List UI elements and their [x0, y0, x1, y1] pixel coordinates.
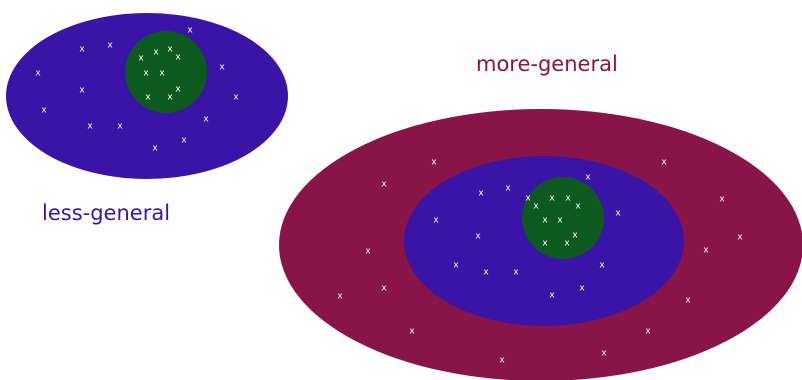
x-marker: x [615, 209, 621, 219]
less-general-label: less-general [42, 201, 171, 225]
x-marker: x [601, 349, 607, 359]
x-marker: x [525, 194, 531, 204]
x-marker: x [35, 69, 41, 79]
x-marker: x [159, 69, 165, 79]
x-marker: x [337, 292, 343, 302]
x-marker: x [505, 184, 511, 194]
x-marker: x [175, 85, 181, 95]
x-marker: x [737, 233, 743, 243]
x-marker: x [153, 48, 159, 58]
x-marker: x [79, 45, 85, 55]
x-marker: x [572, 231, 578, 241]
x-marker: x [433, 216, 439, 226]
x-marker: x [585, 173, 591, 183]
x-marker: x [233, 93, 239, 103]
x-marker: x [564, 239, 570, 249]
x-marker: x [181, 136, 187, 146]
x-marker: x [381, 284, 387, 294]
x-marker: x [499, 356, 505, 366]
x-marker: x [565, 194, 571, 204]
less-general-core-circle [125, 31, 207, 113]
x-marker: x [79, 86, 85, 96]
x-marker: x [661, 158, 667, 168]
x-marker: x [453, 261, 459, 271]
x-marker: x [138, 54, 144, 64]
x-marker: x [549, 291, 555, 301]
x-marker: x [41, 106, 47, 116]
x-marker: x [599, 261, 605, 271]
x-marker: x [167, 45, 173, 55]
x-marker: x [579, 284, 585, 294]
x-marker: x [167, 93, 173, 103]
x-marker: x [719, 195, 725, 205]
x-marker: x [549, 194, 555, 204]
x-marker: x [143, 69, 149, 79]
x-marker: x [645, 327, 651, 337]
x-marker: x [483, 268, 489, 278]
x-marker: x [575, 202, 581, 212]
x-marker: x [381, 180, 387, 190]
x-marker: x [542, 216, 548, 226]
x-marker: x [557, 216, 563, 226]
x-marker: x [187, 26, 193, 36]
x-marker: x [478, 189, 484, 199]
x-marker: x [542, 239, 548, 249]
x-marker: x [475, 232, 481, 242]
more-general-label: more-general [476, 52, 618, 76]
x-marker: x [175, 53, 181, 63]
x-marker: x [431, 158, 437, 168]
more-general-core-circle [522, 177, 604, 259]
x-marker: x [203, 115, 209, 125]
x-marker: x [409, 327, 415, 337]
x-marker: x [703, 246, 709, 256]
x-marker: x [117, 122, 123, 132]
x-marker: x [219, 63, 225, 73]
x-marker: x [87, 122, 93, 132]
x-marker: x [145, 93, 151, 103]
x-marker: x [365, 247, 371, 257]
x-marker: x [533, 202, 539, 212]
x-marker: x [685, 296, 691, 306]
x-marker: x [107, 41, 113, 51]
x-marker: x [513, 268, 519, 278]
x-marker: x [152, 144, 158, 154]
